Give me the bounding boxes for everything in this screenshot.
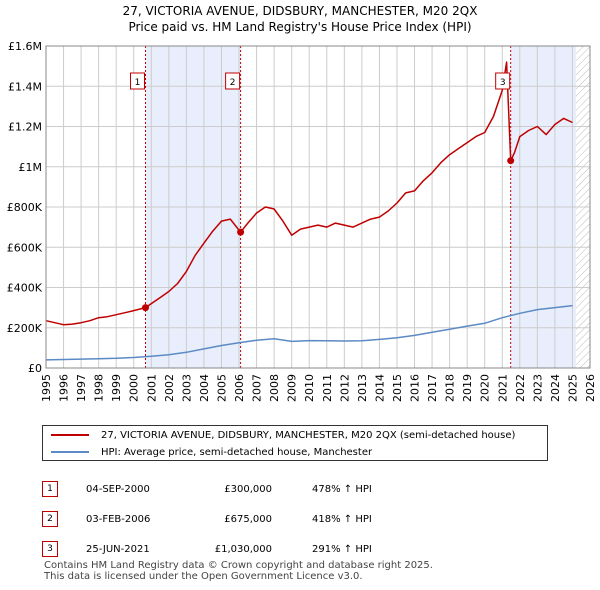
x-tick-label: 2009 <box>286 374 299 402</box>
x-tick-label: 2010 <box>303 374 316 402</box>
sale-marker-badge: 1 <box>42 481 58 497</box>
table-row: 3 25-JUN-2021 £1,030,000 291% ↑ HPI <box>42 534 432 564</box>
sale-marker-box <box>129 72 145 90</box>
y-tick-label: £600K <box>7 241 43 254</box>
legend-item-hpi: HPI: Average price, semi-detached house,… <box>51 444 372 460</box>
footer-line1: Contains HM Land Registry data © Crown c… <box>44 560 433 571</box>
y-tick-label: £0 <box>28 362 42 375</box>
y-tick-label: £1.2M <box>8 121 42 134</box>
x-tick-label: 2019 <box>461 374 474 402</box>
sale-price: £1,030,000 <box>214 543 272 555</box>
sale-marker-label: 2 <box>230 78 236 88</box>
series-line-property <box>45 61 573 326</box>
legend-line-property <box>51 434 89 436</box>
sale-marker-badge: 3 <box>42 541 58 557</box>
plot-frame <box>45 45 591 369</box>
sale-marker-label: 1 <box>135 78 141 88</box>
x-tick-label: 2016 <box>409 374 422 402</box>
x-tick-label: 2017 <box>426 374 439 402</box>
y-tick-label: £400K <box>7 282 43 295</box>
x-tick-label: 2006 <box>233 374 246 402</box>
x-tick-label: 2002 <box>163 374 176 402</box>
y-tick-label: £1M <box>19 161 43 174</box>
x-tick-label: 1997 <box>75 374 88 402</box>
sale-price: £300,000 <box>224 483 272 495</box>
x-tick-label: 1995 <box>40 374 53 402</box>
sale-marker-label: 3 <box>500 78 506 88</box>
footer-line2: This data is licensed under the Open Gov… <box>44 571 363 582</box>
sale-date: 04-SEP-2000 <box>86 483 150 495</box>
footer-attribution: Contains HM Land Registry data © Crown c… <box>44 560 433 582</box>
sale-point <box>507 157 515 165</box>
y-tick-label: £1.4M <box>8 80 42 93</box>
legend-line-hpi <box>51 451 89 453</box>
x-tick-label: 2001 <box>145 374 158 402</box>
x-tick-label: 2025 <box>566 374 579 402</box>
x-tick-label: 2000 <box>128 374 141 402</box>
x-tick-label: 2023 <box>531 374 544 402</box>
x-tick-label: 2003 <box>180 374 193 402</box>
legend-label-hpi: HPI: Average price, semi-detached house,… <box>101 446 373 458</box>
x-tick-label: 2011 <box>321 374 334 402</box>
x-tick-label: 2012 <box>338 374 351 402</box>
sale-point <box>141 304 149 312</box>
table-row: 1 04-SEP-2000 £300,000 478% ↑ HPI <box>42 474 432 504</box>
x-tick-label: 2014 <box>373 374 386 402</box>
x-tick-label: 2015 <box>391 374 404 402</box>
x-tick-label: 1996 <box>58 374 71 402</box>
sale-hpi-change: 418% ↑ HPI <box>312 513 372 525</box>
x-tick-label: 2004 <box>198 374 211 402</box>
legend-box: 27, VICTORIA AVENUE, DIDSBURY, MANCHESTE… <box>42 425 548 461</box>
sales-table: 1 04-SEP-2000 £300,000 478% ↑ HPI 2 03-F… <box>42 474 432 564</box>
x-tick-label: 2020 <box>479 374 492 402</box>
sale-marker-badge: 2 <box>42 511 58 527</box>
chart-plot: £0 £200K £400K £600K £800K £1M £1.2M £1.4M £1.6M… <box>7 40 597 402</box>
series-line-hpi <box>45 304 573 361</box>
x-tick-label: 2008 <box>268 374 281 402</box>
x-tick-label: 2018 <box>444 374 457 402</box>
x-tick-label: 2026 <box>584 374 597 402</box>
sale-date: 25-JUN-2021 <box>86 543 150 555</box>
sale-date: 03-FEB-2006 <box>86 513 151 525</box>
x-tick-label: 2005 <box>215 374 228 402</box>
y-tick-label: £1.6M <box>8 40 42 53</box>
x-tick-label: 2021 <box>496 374 509 402</box>
x-tick-label: 1998 <box>93 374 106 402</box>
x-tick-label: 2022 <box>514 374 527 402</box>
x-tick-label: 2024 <box>549 374 562 402</box>
sale-marker-box <box>495 72 511 90</box>
sale-hpi-change: 478% ↑ HPI <box>312 483 372 495</box>
y-tick-label: £200K <box>7 322 43 335</box>
sale-point <box>237 228 245 236</box>
sale-marker-box <box>225 72 241 90</box>
x-tick-label: 2013 <box>356 374 369 402</box>
legend-item-property: 27, VICTORIA AVENUE, DIDSBURY, MANCHESTE… <box>51 427 515 443</box>
x-tick-label: 2007 <box>251 374 264 402</box>
table-row: 2 03-FEB-2006 £675,000 418% ↑ HPI <box>42 504 432 534</box>
legend-label-property: 27, VICTORIA AVENUE, DIDSBURY, MANCHESTE… <box>101 429 516 441</box>
x-tick-label: 1999 <box>110 374 123 402</box>
y-tick-label: £800K <box>7 201 43 214</box>
sale-hpi-change: 291% ↑ HPI <box>312 543 372 555</box>
chart-title-line2: Price paid vs. HM Land Registry's House … <box>128 20 472 34</box>
chart-title-line1: 27, VICTORIA AVENUE, DIDSBURY, MANCHESTE… <box>122 4 478 18</box>
sale-price: £675,000 <box>224 513 272 525</box>
